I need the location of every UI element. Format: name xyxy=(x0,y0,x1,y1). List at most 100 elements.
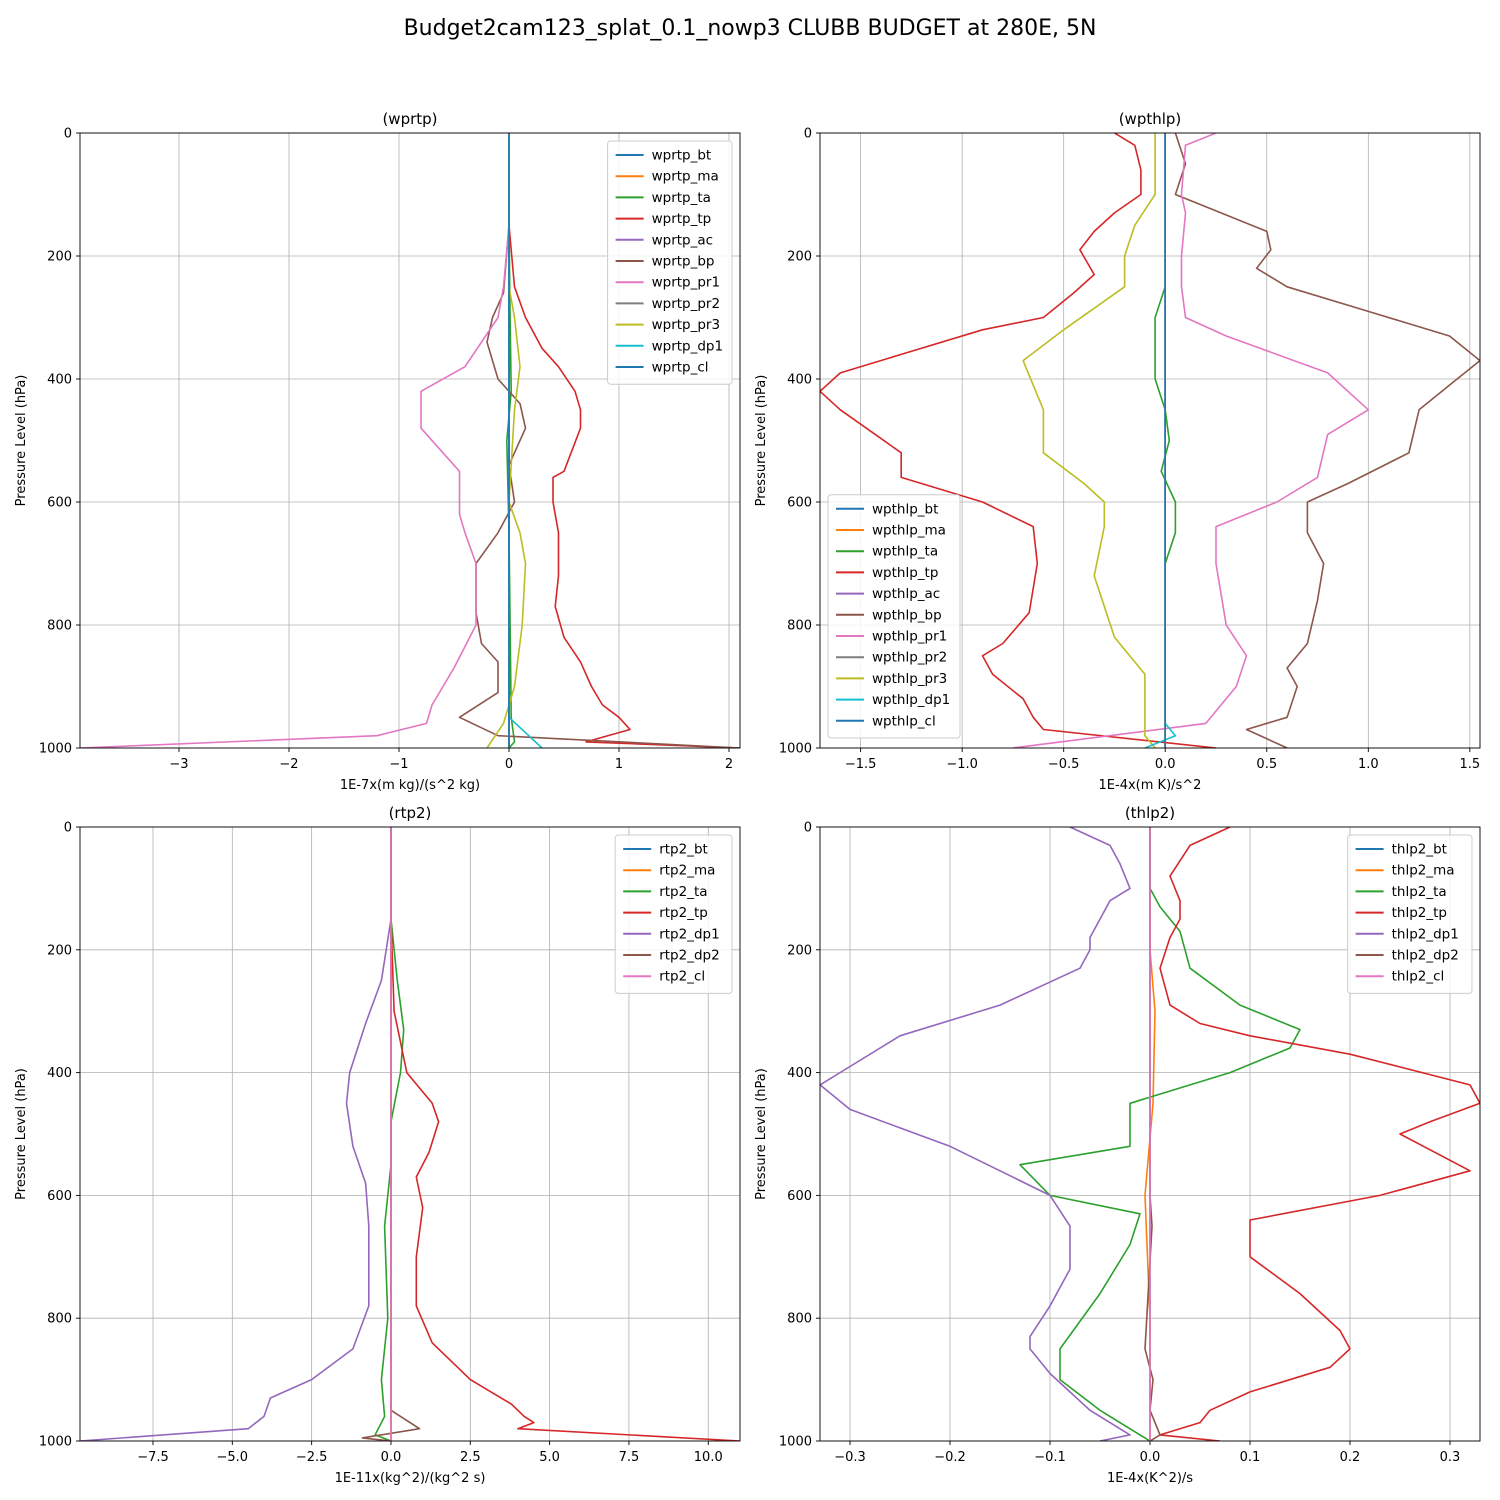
y-tick-label: 1000 xyxy=(779,1435,812,1450)
y-tick-label: 800 xyxy=(47,1312,72,1327)
series-line-wprtp_tp xyxy=(508,133,740,748)
x-tick-label: 5.0 xyxy=(539,1450,560,1465)
legend-label: thlp2_tp xyxy=(1392,905,1447,921)
y-tick-label: 200 xyxy=(47,250,72,265)
x-tick-label: −1 xyxy=(389,757,408,772)
legend-label: wpthlp_bt xyxy=(872,501,938,517)
legend-label: wpthlp_tp xyxy=(872,565,938,581)
x-tick-label: −1.5 xyxy=(845,757,877,772)
x-tick-label: −2.5 xyxy=(296,1450,328,1465)
series-line-wpthlp_tp xyxy=(820,133,1217,748)
series-line-thlp2_tp xyxy=(1159,827,1480,1441)
y-tick-label: 1000 xyxy=(39,742,72,757)
x-tick-label: 0.3 xyxy=(1440,1450,1461,1465)
legend-label: wpthlp_ac xyxy=(872,586,940,602)
y-tick-label: 400 xyxy=(787,1066,812,1081)
x-tick-label: 0.2 xyxy=(1340,1450,1361,1465)
legend-label: thlp2_ta xyxy=(1392,884,1447,900)
y-tick-label: 0 xyxy=(804,821,812,836)
legend-label: wprtp_bp xyxy=(652,254,715,270)
legend-label: thlp2_dp2 xyxy=(1392,948,1459,964)
y-tick-label: 400 xyxy=(47,1066,72,1081)
legend-label: wpthlp_dp1 xyxy=(872,692,950,708)
x-tick-label: −5.0 xyxy=(217,1450,249,1465)
legend-label: wpthlp_pr1 xyxy=(872,629,947,645)
series-line-wprtp_pr1 xyxy=(80,133,510,748)
legend-box xyxy=(827,494,961,739)
y-tick-label: 400 xyxy=(787,373,812,388)
y-tick-label: 200 xyxy=(787,943,812,958)
series-line-wpthlp_pr3 xyxy=(1022,133,1156,748)
legend-label: wpthlp_pr2 xyxy=(872,650,947,666)
y-tick-label: 800 xyxy=(47,619,72,634)
series-line-wpthlp_pr1 xyxy=(1012,133,1370,748)
y-tick-label: 1000 xyxy=(779,742,812,757)
panel-wprtp: −3 −2 −1 0 1 2 0 200 400 600 800 1000 (wprtp) 1E-7x(m… xyxy=(14,110,741,793)
series-line-thlp2_dp2 xyxy=(1144,827,1161,1441)
x-tick-label: −7.5 xyxy=(137,1450,169,1465)
axes-frame xyxy=(79,132,741,749)
y-tick-label: 1000 xyxy=(39,1435,72,1450)
series-line-thlp2_dp1 xyxy=(820,827,1131,1441)
x-tick-label: 0.0 xyxy=(1155,757,1176,772)
legend-label: wprtp_dp1 xyxy=(652,338,724,354)
legend-label: rtp2_tp xyxy=(659,905,708,921)
x-tick-label: 2 xyxy=(725,757,733,772)
series-line-wprtp_pr3 xyxy=(486,133,527,748)
y-tick-label: 800 xyxy=(787,1312,812,1327)
y-tick-label: 600 xyxy=(47,1189,72,1204)
x-tick-label: 1.0 xyxy=(1358,757,1379,772)
legend-label: wprtp_pr3 xyxy=(652,317,720,333)
x-axis-label: 1E-7x(m kg)/(s^2 kg) xyxy=(340,778,480,793)
x-tick-label: 0.0 xyxy=(381,1450,402,1465)
legend-label: wprtp_cl xyxy=(652,360,709,376)
legend: wpthlp_bt wpthlp_ma wpthlp_ta wpthlp_tpwpth… xyxy=(827,494,961,739)
legend-label: wprtp_tp xyxy=(652,211,712,227)
legend-box xyxy=(607,140,733,385)
legend-label: wpthlp_bp xyxy=(872,607,942,623)
series-line-wpthlp_bp xyxy=(1174,133,1480,748)
x-tick-label: 7.5 xyxy=(619,1450,640,1465)
panel-title: (wpthlp) xyxy=(1119,110,1182,128)
legend: thlp2_bt thlp2_ma thlp2_ta thlp2_tp thlp2_dp… xyxy=(1347,834,1473,994)
legend-label: wpthlp_pr3 xyxy=(872,671,947,687)
legend-label: thlp2_bt xyxy=(1392,842,1447,858)
legend-label: wprtp_pr2 xyxy=(652,296,720,312)
x-tick-label: −0.2 xyxy=(934,1450,966,1465)
series-line-rtp2_dp1 xyxy=(80,827,392,1441)
y-tick-label: 600 xyxy=(787,1189,812,1204)
y-tick-label: 200 xyxy=(47,943,72,958)
y-tick-label: 400 xyxy=(47,373,72,388)
legend-label: rtp2_ta xyxy=(659,884,707,900)
panel-thlp2: −0.3 −0.2 −0.1 0.0 0.1 0.2 0.3 0 200 400 600 800 100… xyxy=(754,804,1481,1486)
legend: rtp2_bt rtp2_ma rtp2_ta rtp2_tp rtp2_dp1 rtp2… xyxy=(614,834,733,994)
panel-title: (wprtp) xyxy=(382,110,437,128)
x-axis-label: 1E-11x(kg^2)/(kg^2 s) xyxy=(335,1471,486,1486)
legend-box xyxy=(614,834,733,994)
series-line-rtp2_ta xyxy=(374,827,405,1441)
x-tick-label: 2.5 xyxy=(460,1450,481,1465)
legend-label: thlp2_dp1 xyxy=(1392,926,1459,942)
y-tick-label: 800 xyxy=(787,619,812,634)
x-axis-label: 1E-4x(K^2)/s xyxy=(1107,1471,1193,1486)
legend-label: rtp2_ma xyxy=(659,863,715,879)
x-tick-label: 0.1 xyxy=(1240,1450,1261,1465)
legend-label: wpthlp_ta xyxy=(872,544,938,560)
legend-label: wprtp_ac xyxy=(652,232,713,248)
y-tick-label: 200 xyxy=(787,250,812,265)
figure-title: Budget2cam123_splat_0.1_nowp3 CLUBB BUDG… xyxy=(403,16,1097,41)
legend-label: wpthlp_cl xyxy=(872,713,936,729)
x-tick-label: 10.0 xyxy=(694,1450,723,1465)
legend-label: rtp2_dp1 xyxy=(659,926,719,942)
y-tick-label: 600 xyxy=(47,496,72,511)
panel-wpthlp: −1.5 −1.0 −0.5 0.0 0.5 1.0 1.5 0 200 400 600 800 100… xyxy=(754,110,1481,793)
x-tick-label: −0.5 xyxy=(1048,757,1080,772)
legend-label: wprtp_ta xyxy=(652,190,711,206)
panel-title: (rtp2) xyxy=(389,804,432,822)
legend-label: wprtp_ma xyxy=(652,169,719,185)
axes-frame xyxy=(819,132,1481,749)
legend-label: rtp2_dp2 xyxy=(659,948,719,964)
x-tick-label: −1.0 xyxy=(946,757,978,772)
x-tick-label: 1.5 xyxy=(1460,757,1481,772)
